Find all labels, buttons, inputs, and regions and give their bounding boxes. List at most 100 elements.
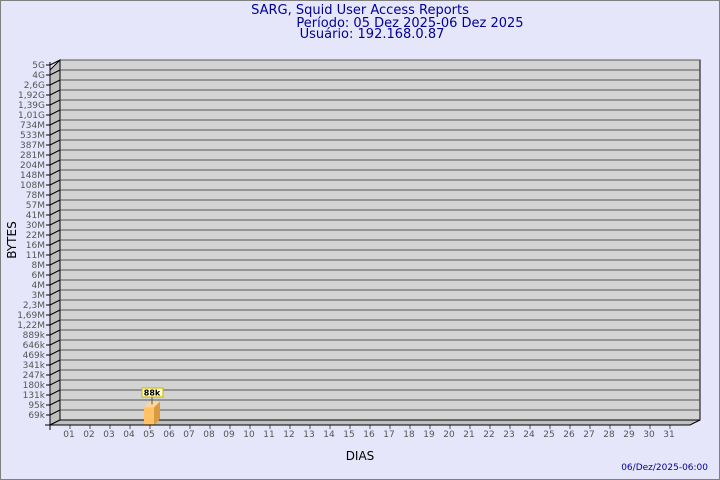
y-tick-label: 1,22M [17, 321, 45, 331]
bar-value-label: 88k [144, 389, 161, 398]
y-tick-label: 57M [26, 201, 45, 211]
x-tick-label: 08 [203, 430, 215, 440]
y-tick-depth [49, 239, 61, 246]
y-tick-label: 533M [20, 131, 45, 141]
x-tick-label: 17 [383, 430, 394, 440]
y-tick-depth [49, 299, 61, 306]
x-tick-label: 16 [363, 430, 375, 440]
x-tick-label: 05 [143, 430, 154, 440]
y-tick-depth [49, 279, 61, 286]
y-tick-depth [49, 399, 61, 406]
x-tick-label: 20 [443, 430, 455, 440]
x-tick-label: 15 [343, 430, 354, 440]
y-tick-depth [49, 349, 61, 356]
y-tick-depth [49, 379, 61, 386]
y-tick-depth [49, 339, 61, 346]
x-tick-label: 30 [643, 430, 655, 440]
y-tick-depth [49, 99, 61, 106]
y-tick-depth [49, 359, 61, 366]
x-tick-label: 22 [483, 430, 494, 440]
y-tick-label: 78M [26, 191, 45, 201]
y-tick-depth [49, 59, 61, 66]
chart-user: Usuário: 192.168.0.87 [299, 27, 445, 42]
y-tick-label: 1,69M [17, 311, 45, 321]
y-tick-label: 41M [26, 211, 45, 221]
x-tick-label: 12 [283, 430, 294, 440]
x-tick-label: 06 [163, 430, 175, 440]
y-axis-label: BYTES [5, 221, 19, 258]
y-tick-label: 4M [32, 281, 46, 291]
y-tick-label: 4G [32, 71, 45, 81]
y-tick-label: 11M [26, 251, 45, 261]
y-tick-label: 69k [28, 411, 45, 421]
x-tick-label: 27 [583, 430, 594, 440]
y-tick-depth [49, 269, 61, 276]
y-tick-depth [49, 249, 61, 256]
y-tick-depth [49, 159, 61, 166]
y-tick-depth [49, 229, 61, 236]
x-axis-label: DIAS [346, 449, 375, 463]
y-tick-depth [49, 259, 61, 266]
x-tick-label: 21 [463, 430, 474, 440]
x-tick-label: 23 [503, 430, 514, 440]
y-tick-label: 2,6G [24, 81, 45, 91]
bar-side [154, 401, 160, 425]
x-tick-label: 14 [323, 430, 335, 440]
y-tick-label: 889k [23, 331, 46, 341]
y-tick-label: 3M [32, 291, 46, 301]
chart-title: SARG, Squid User Access Reports [251, 3, 469, 18]
y-tick-label: 30M [26, 221, 45, 231]
y-tick-label: 148M [20, 171, 45, 181]
y-tick-depth [49, 409, 61, 416]
y-tick-depth [49, 309, 61, 316]
y-tick-label: 95k [28, 401, 45, 411]
y-tick-depth [49, 329, 61, 336]
x-tick-label: 01 [63, 430, 74, 440]
y-tick-depth [49, 179, 61, 186]
x-tick-label: 26 [563, 430, 575, 440]
x-tick-label: 28 [603, 430, 615, 440]
y-tick-label: 1,01G [18, 111, 45, 121]
bar-label-box [141, 387, 164, 398]
y-tick-depth [49, 89, 61, 96]
y-tick-label: 180k [23, 381, 46, 391]
x-tick-label: 03 [103, 430, 114, 440]
y-tick-label: 387M [20, 141, 45, 151]
y-tick-label: 5G [32, 61, 45, 71]
y-tick-depth [49, 119, 61, 126]
y-tick-label: 469k [23, 351, 46, 361]
y-tick-depth [49, 369, 61, 376]
y-tick-label: 341k [23, 361, 46, 371]
y-tick-label: 8M [32, 261, 46, 271]
y-tick-depth [49, 289, 61, 296]
y-tick-label: 734M [20, 121, 45, 131]
x-tick-label: 18 [403, 430, 415, 440]
y-tick-depth [49, 219, 61, 226]
x-tick-label: 07 [183, 430, 194, 440]
y-tick-depth [49, 319, 61, 326]
y-tick-label: 131k [23, 391, 46, 401]
x-tick-label: 11 [263, 430, 274, 440]
y-tick-depth [49, 199, 61, 206]
bar-front [144, 407, 154, 425]
y-tick-label: 247k [23, 371, 46, 381]
y-tick-label: 108M [20, 181, 45, 191]
y-tick-depth [49, 389, 61, 396]
chart-period: Período: 05 Dez 2025-06 Dez 2025 [296, 16, 524, 31]
y-tick-depth [49, 209, 61, 216]
y-tick-label: 1,92G [18, 91, 45, 101]
x-tick-label: 02 [83, 430, 94, 440]
y-tick-label: 204M [20, 161, 45, 171]
x-tick-label: 24 [523, 430, 535, 440]
y-tick-depth [49, 109, 61, 116]
x-tick-label: 31 [663, 430, 674, 440]
y-tick-label: 6M [32, 271, 46, 281]
y-tick-label: 16M [26, 241, 45, 251]
y-tick-depth [49, 169, 61, 176]
y-tick-label: 2,3M [23, 301, 45, 311]
y-tick-depth [49, 189, 61, 196]
y-tick-depth [49, 79, 61, 86]
y-tick-depth [49, 149, 61, 156]
x-tick-label: 04 [123, 430, 135, 440]
